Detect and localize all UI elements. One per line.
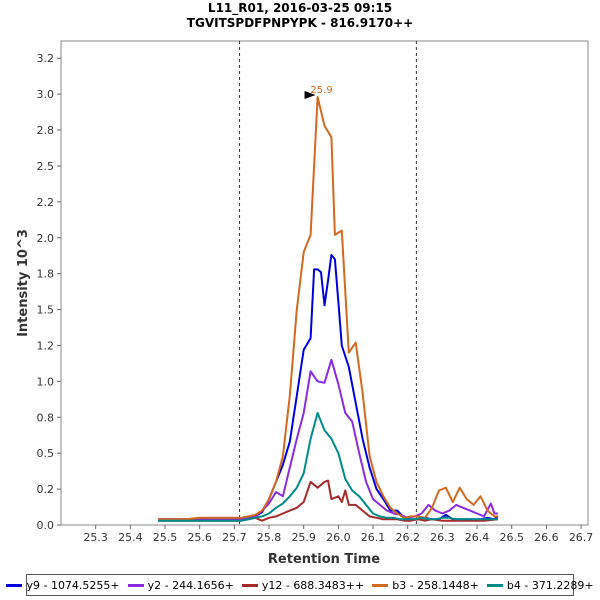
x-axis-label: Retention Time <box>268 552 380 567</box>
x-tick-label: 26.5 <box>499 531 524 544</box>
legend-label: y2 - 244.1656+ <box>147 578 234 592</box>
x-tick-label: 25.8 <box>257 531 282 544</box>
x-tick-label: 26.0 <box>326 531 351 544</box>
legend-item: y9 - 1074.5255+ <box>6 578 120 592</box>
y-tick-label: 2.2 <box>37 196 55 209</box>
y-tick-label: 3.2 <box>37 52 55 65</box>
y-tick-label: 0.8 <box>37 411 55 424</box>
y-tick-label: 1.2 <box>37 339 55 352</box>
y-tick-label: 1.8 <box>37 268 55 281</box>
y-tick-label: 2.8 <box>37 124 55 137</box>
x-tick-label: 25.4 <box>118 531 143 544</box>
series-line-4 <box>158 412 498 522</box>
y-tick-label: 2.0 <box>37 232 55 245</box>
legend-label: b4 - 371.2289+ <box>506 578 594 592</box>
x-tick-label: 26.7 <box>569 531 594 544</box>
x-tick-label: 26.6 <box>534 531 559 544</box>
legend-label: b3 - 258.1448+ <box>392 578 479 592</box>
y-tick-label: 0.2 <box>37 483 55 496</box>
chart-title-line2: TGVITSPDFPNPYPK - 816.9170++ <box>186 16 414 30</box>
legend-swatch <box>486 583 503 587</box>
plot-area <box>60 40 589 526</box>
peak-label: 25.9 <box>310 85 332 96</box>
legend-swatch <box>127 583 144 587</box>
y-tick-label: 0.5 <box>37 447 55 460</box>
legend-swatch <box>241 583 258 587</box>
x-tick-label: 25.7 <box>222 531 247 544</box>
legend-label: y12 - 688.3483++ <box>261 578 365 592</box>
y-tick-label: 2.5 <box>37 160 55 173</box>
x-tick-label: 26.2 <box>395 531 420 544</box>
legend-item: y2 - 244.1656+ <box>127 578 234 592</box>
y-tick-label: 1.0 <box>37 375 55 388</box>
x-tick-label: 25.9 <box>291 531 316 544</box>
x-tick-label: 26.1 <box>361 531 386 544</box>
legend-item: b4 - 371.2289+ <box>486 578 594 592</box>
y-axis-label: Intensity 10^3 <box>16 229 31 337</box>
chart-title-line1: L11_R01, 2016-03-25 09:15 <box>207 1 393 15</box>
y-tick-label: 0.0 <box>37 519 55 532</box>
chart-legend: y9 - 1074.5255+ y2 - 244.1656+ y12 - 688.3… <box>6 574 594 596</box>
x-tick-label: 26.4 <box>465 531 490 544</box>
legend-swatch <box>6 583 23 587</box>
legend-label: y9 - 1074.5255+ <box>26 578 120 592</box>
series-line-1 <box>158 358 498 521</box>
x-tick-label: 25.6 <box>187 531 212 544</box>
legend-swatch <box>372 583 389 587</box>
x-tick-label: 26.3 <box>430 531 455 544</box>
peak-marker-icon <box>304 91 316 100</box>
series-line-3 <box>158 96 498 521</box>
x-tick-label: 25.3 <box>83 531 108 544</box>
x-tick-label: 25.5 <box>153 531 178 544</box>
legend-item: b3 - 258.1448+ <box>372 579 479 592</box>
y-tick-label: 3.0 <box>37 88 55 101</box>
legend-item: y12 - 688.3483++ <box>241 578 365 592</box>
y-tick-label: 1.5 <box>37 304 55 317</box>
